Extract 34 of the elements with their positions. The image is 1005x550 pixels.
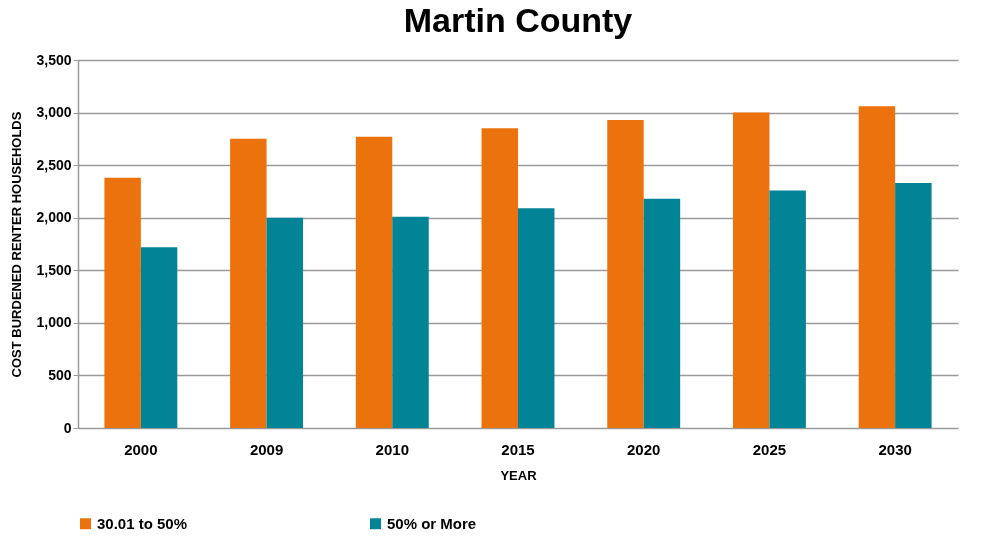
x-tick-label: 2025: [752, 440, 787, 458]
y-axis-title: COST BURDENED RENTER HOUSEHOLDS: [9, 111, 25, 378]
y-tick-label: 1,500: [36, 261, 72, 278]
y-tick-label: 3,000: [36, 104, 72, 121]
y-tick-label: 1,000: [36, 314, 72, 331]
bar: [643, 198, 681, 428]
y-tick-label: 0: [63, 419, 72, 436]
legend-label: 50% or More: [387, 514, 477, 532]
x-tick-label: 2015: [501, 440, 535, 458]
bar: [392, 216, 429, 428]
x-tick-label: 2020: [627, 440, 661, 458]
y-tick-label: 2,500: [36, 156, 72, 173]
bar: [355, 136, 393, 428]
bar: [481, 128, 518, 428]
x-axis-title: YEAR: [500, 467, 538, 483]
bar: [607, 119, 644, 428]
bar: [104, 177, 141, 428]
legend-label: 30.01 to 50%: [97, 514, 188, 532]
bar: [732, 112, 770, 428]
bar: [518, 208, 555, 428]
chart-title: Martin County: [403, 1, 633, 39]
x-tick-label: 2009: [249, 440, 284, 458]
x-tick-label: 2000: [124, 440, 158, 458]
bar: [858, 106, 896, 428]
bar: [230, 138, 267, 428]
bar: [769, 190, 806, 428]
bar: [140, 247, 178, 428]
bar: [266, 217, 304, 428]
y-tick-label: 2,000: [36, 209, 72, 226]
x-tick-label: 2010: [375, 440, 409, 458]
bar: [895, 183, 932, 428]
y-tick-label: 3,500: [36, 51, 72, 68]
y-tick-label: 500: [48, 366, 72, 383]
x-tick-label: 2030: [878, 440, 912, 458]
